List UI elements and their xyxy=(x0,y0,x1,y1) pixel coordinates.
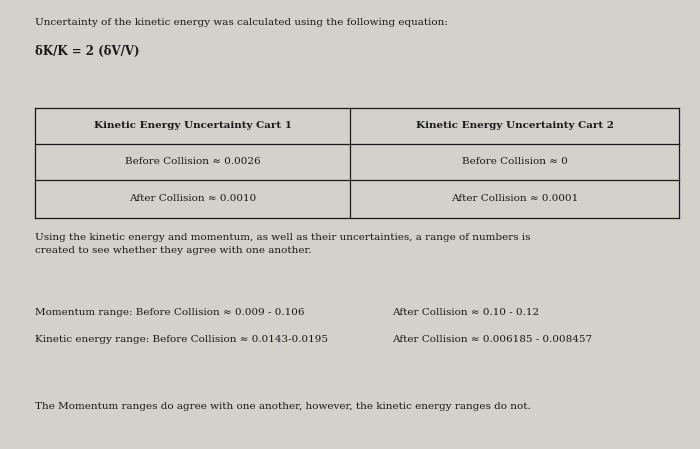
Text: Momentum range: Before Collision ≈ 0.009 - 0.106: Momentum range: Before Collision ≈ 0.009… xyxy=(35,308,304,317)
Text: Kinetic Energy Uncertainty Cart 2: Kinetic Energy Uncertainty Cart 2 xyxy=(416,121,613,130)
Text: Before Collision ≈ 0.0026: Before Collision ≈ 0.0026 xyxy=(125,157,260,166)
Text: Kinetic energy range: Before Collision ≈ 0.0143-0.0195: Kinetic energy range: Before Collision ≈… xyxy=(35,335,328,343)
Text: Kinetic Energy Uncertainty Cart 1: Kinetic Energy Uncertainty Cart 1 xyxy=(94,121,291,130)
Text: δK/K = 2 (δV/V): δK/K = 2 (δV/V) xyxy=(35,45,139,58)
Text: Before Collision ≈ 0: Before Collision ≈ 0 xyxy=(461,157,568,166)
Text: After Collision ≈ 0.0001: After Collision ≈ 0.0001 xyxy=(451,194,578,203)
Text: Uncertainty of the kinetic energy was calculated using the following equation:: Uncertainty of the kinetic energy was ca… xyxy=(35,18,448,27)
Text: Using the kinetic energy and momentum, as well as their uncertainties, a range o: Using the kinetic energy and momentum, a… xyxy=(35,233,531,255)
Text: After Collision ≈ 0.006185 - 0.008457: After Collision ≈ 0.006185 - 0.008457 xyxy=(392,335,592,343)
Text: The Momentum ranges do agree with one another, however, the kinetic energy range: The Momentum ranges do agree with one an… xyxy=(35,402,531,411)
Text: After Collision ≈ 0.0010: After Collision ≈ 0.0010 xyxy=(129,194,256,203)
Text: After Collision ≈ 0.10 - 0.12: After Collision ≈ 0.10 - 0.12 xyxy=(392,308,539,317)
